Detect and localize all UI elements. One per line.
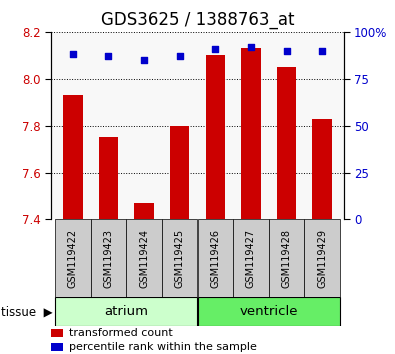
Bar <box>269 219 305 297</box>
Text: transformed count: transformed count <box>69 328 173 338</box>
Text: tissue  ▶: tissue ▶ <box>1 305 53 318</box>
Point <box>105 53 111 59</box>
Bar <box>205 55 225 219</box>
Text: GSM119424: GSM119424 <box>139 229 149 288</box>
Text: GSM119428: GSM119428 <box>282 229 292 288</box>
Point <box>177 53 183 59</box>
Text: GSM119429: GSM119429 <box>317 229 327 288</box>
Text: ventricle: ventricle <box>239 305 298 318</box>
Text: GSM119425: GSM119425 <box>175 229 185 288</box>
Title: GDS3625 / 1388763_at: GDS3625 / 1388763_at <box>101 11 294 29</box>
Point <box>212 46 218 52</box>
Point <box>284 48 290 53</box>
Bar <box>233 219 269 297</box>
Bar <box>55 297 198 326</box>
Text: GSM119422: GSM119422 <box>68 229 78 288</box>
Text: atrium: atrium <box>104 305 148 318</box>
Bar <box>198 297 340 326</box>
Bar <box>99 137 118 219</box>
Bar <box>55 219 90 297</box>
Bar <box>51 329 63 337</box>
Bar <box>162 219 198 297</box>
Text: percentile rank within the sample: percentile rank within the sample <box>69 342 257 352</box>
Bar <box>305 219 340 297</box>
Point <box>248 44 254 50</box>
Bar <box>312 119 332 219</box>
Point <box>141 57 147 63</box>
Text: GSM119423: GSM119423 <box>103 229 113 288</box>
Bar <box>126 219 162 297</box>
Bar <box>134 203 154 219</box>
Bar <box>277 67 296 219</box>
Bar <box>90 219 126 297</box>
Text: GSM119427: GSM119427 <box>246 229 256 288</box>
Bar <box>51 343 63 351</box>
Bar <box>198 219 233 297</box>
Bar <box>63 95 83 219</box>
Point <box>70 52 76 57</box>
Point <box>319 48 325 53</box>
Bar <box>170 126 190 219</box>
Text: GSM119426: GSM119426 <box>210 229 220 288</box>
Bar <box>241 48 261 219</box>
